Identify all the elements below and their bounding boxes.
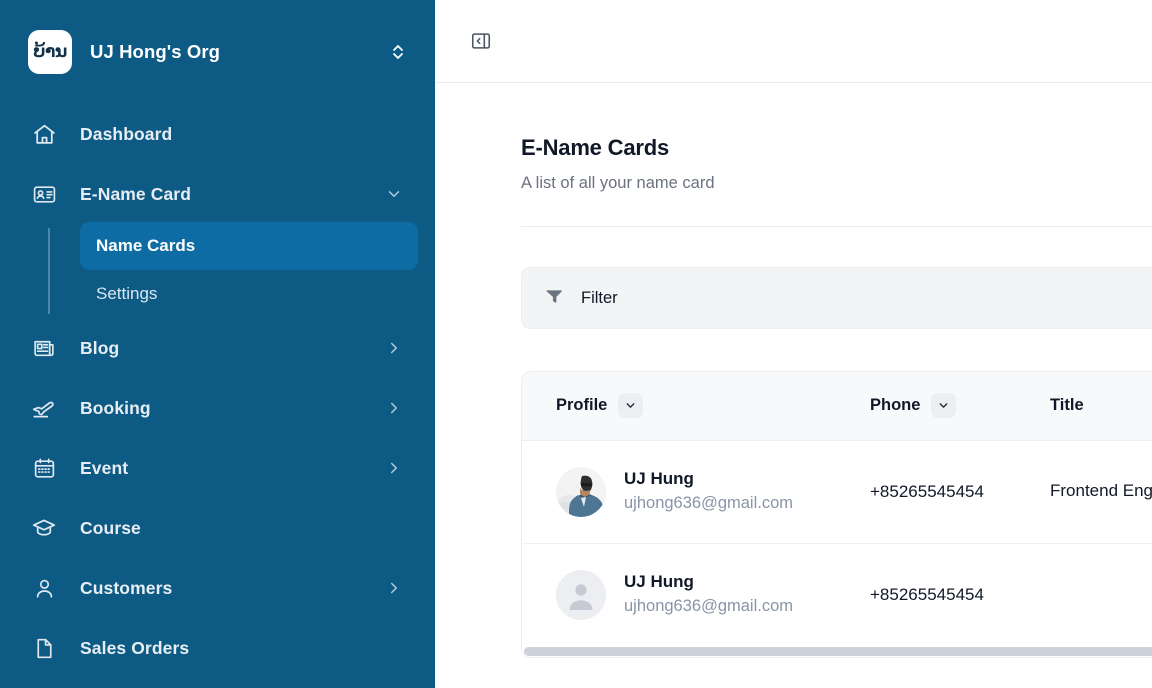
filter-bar[interactable]: Filter (521, 267, 1152, 329)
document-icon (30, 634, 58, 662)
sidebar-item-label: Blog (80, 337, 120, 358)
sidebar-subitem-label: Name Cards (96, 236, 196, 255)
table-row[interactable]: UJ Hung ujhong636@gmail.com +85265545454 (522, 543, 1152, 646)
calendar-icon (30, 454, 58, 482)
table-row[interactable]: UJ Hung ujhong636@gmail.com +85265545454… (522, 440, 1152, 544)
column-header-profile: Profile (522, 372, 870, 441)
profile-sort-chevron-down-icon[interactable] (618, 393, 644, 419)
avatar-placeholder-icon (556, 569, 606, 620)
profile-email: ujhong636@gmail.com (624, 597, 794, 616)
graduation-cap-icon (30, 514, 58, 542)
sidebar-item-label: Customers (80, 577, 173, 598)
org-name: UJ Hong's Org (90, 41, 221, 62)
chevron-right-icon[interactable] (385, 339, 403, 357)
org-switcher[interactable]: ບ້ານ UJ Hong's Org (0, 0, 435, 104)
avatar (556, 466, 606, 517)
table-body: UJ Hung ujhong636@gmail.com +85265545454… (522, 440, 1152, 646)
sidebar-subitem-name-cards[interactable]: Name Cards (80, 222, 418, 270)
sidebar-item-sales-orders[interactable]: Sales Orders (16, 618, 419, 678)
sidebar-item-label: Course (80, 517, 141, 538)
sidebar-item-booking[interactable]: Booking (16, 378, 419, 438)
sidebar-nav: Dashboard E-Name Card (0, 104, 435, 678)
sidebar-item-label: Booking (80, 397, 151, 418)
name-cards-table-card: Profile Phone (521, 371, 1152, 658)
table-header-row: Profile Phone (522, 372, 1152, 441)
sidebar-subitem-settings[interactable]: Settings (80, 270, 419, 318)
column-label-phone: Phone (870, 396, 921, 415)
sidebar: ບ້ານ UJ Hong's Org Dashboard (0, 0, 435, 688)
table-header: Profile Phone (522, 372, 1152, 441)
sidebar-subitem-label: Settings (96, 284, 158, 303)
profile-email: ujhong636@gmail.com (624, 493, 794, 512)
sidebar-item-label: E-Name Card (80, 183, 191, 204)
sidebar-item-course[interactable]: Course (16, 498, 419, 558)
newspaper-icon (30, 334, 58, 362)
chevron-right-icon[interactable] (385, 399, 403, 417)
sidebar-item-e-name-card[interactable]: E-Name Card (16, 164, 419, 224)
cell-title (1050, 543, 1152, 646)
filter-label: Filter (581, 288, 618, 307)
sidebar-item-label: Sales Orders (80, 637, 190, 658)
chevron-right-icon[interactable] (385, 579, 403, 597)
sidebar-collapse-icon[interactable] (469, 29, 493, 53)
org-logo: ບ້ານ (28, 30, 72, 74)
user-icon (30, 574, 58, 602)
phone-sort-chevron-down-icon[interactable] (931, 393, 957, 419)
topbar (435, 0, 1152, 83)
header-divider (521, 226, 1152, 227)
sidebar-item-dashboard[interactable]: Dashboard (16, 104, 419, 164)
content-body: E-Name Cards A list of all your name car… (435, 135, 1152, 658)
sidebar-item-blog[interactable]: Blog (16, 318, 419, 378)
sidebar-item-label: Event (80, 457, 129, 478)
page-title: E-Name Cards (521, 135, 669, 160)
cell-title: Frontend Engineer (1050, 440, 1152, 544)
column-label-profile: Profile (556, 396, 608, 415)
main-content: E-Name Cards A list of all your name car… (435, 0, 1152, 688)
cell-profile: UJ Hung ujhong636@gmail.com (522, 543, 870, 646)
scrollbar-thumb[interactable] (524, 647, 1152, 656)
cell-phone: +85265545454 (870, 584, 984, 604)
table-horizontal-scrollbar[interactable] (522, 646, 1152, 657)
plane-icon (30, 394, 58, 422)
sidebar-item-label: Dashboard (80, 123, 173, 144)
id-card-icon (30, 180, 58, 208)
funnel-icon (544, 286, 564, 311)
org-logo-text: ບ້ານ (33, 41, 67, 62)
profile-name: UJ Hung (624, 572, 694, 592)
home-icon (30, 120, 58, 148)
profile-name: UJ Hung (624, 468, 694, 488)
column-header-phone: Phone (870, 372, 1050, 441)
chevron-right-icon[interactable] (385, 459, 403, 477)
cell-profile: UJ Hung ujhong636@gmail.com (522, 440, 870, 544)
sidebar-item-customers[interactable]: Customers (16, 558, 419, 618)
column-label-title: Title (1050, 396, 1084, 415)
name-cards-table: Profile Phone (522, 372, 1152, 646)
chevron-up-down-icon[interactable] (387, 38, 409, 66)
chevron-down-icon[interactable] (385, 185, 403, 203)
sidebar-item-event[interactable]: Event (16, 438, 419, 498)
sidebar-submenu-e-name-card: Name Cards Settings (16, 222, 419, 318)
page-subtitle: A list of all your name card (521, 174, 715, 192)
column-header-title: Title (1050, 372, 1152, 441)
cell-phone: +85265545454 (870, 440, 1050, 544)
